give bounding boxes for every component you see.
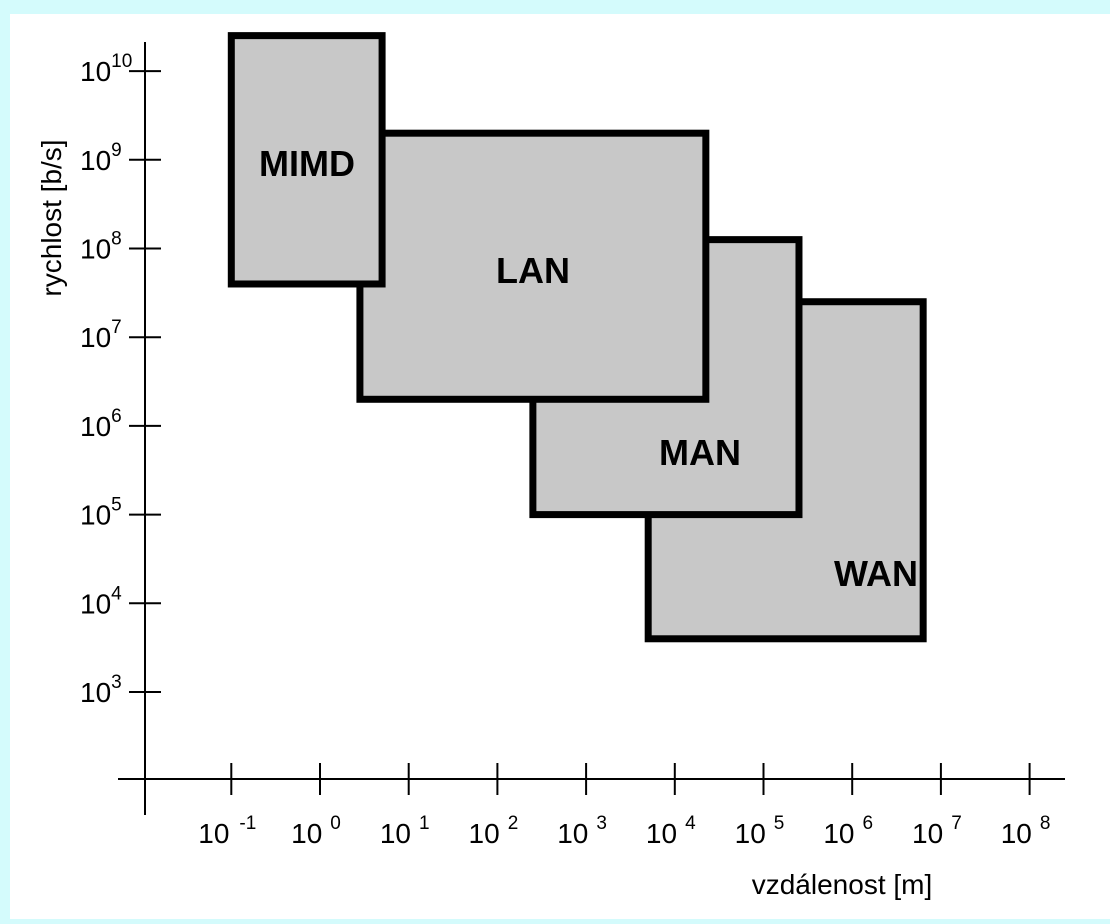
x-tick-label: 10 0: [291, 813, 341, 849]
y-tick-label: 109: [80, 140, 122, 176]
region-mimd-box: [227, 32, 386, 288]
x-tick-label: 10 4: [646, 813, 696, 849]
y-axis-label: rychlost [b/s]: [36, 139, 67, 296]
x-tick-label: 10 3: [557, 813, 607, 849]
y-tick-label: 1010: [80, 51, 132, 87]
ticks-layer: 10 -1 10 0 10 1 10 2 10 3 10 4 10 5 10 6 10 7 10 8 103 104 105…: [80, 51, 1050, 849]
x-tick-label: 10 6: [823, 813, 873, 849]
regions-layer: WAN MAN LAN MIMD: [227, 32, 927, 643]
y-tick-label: 106: [80, 406, 122, 442]
region-lan-box: [356, 129, 710, 403]
region-mimd-label: MIMD: [259, 143, 355, 184]
region-man-label: MAN: [659, 432, 741, 473]
y-tick-label: 107: [80, 317, 122, 353]
x-tick-label: 10 7: [912, 813, 962, 849]
y-tick-label: 104: [80, 583, 122, 619]
region-lan-label: LAN: [496, 250, 570, 291]
region-wan-label: WAN: [834, 553, 918, 594]
chart-panel: WAN MAN LAN MIMD 10 -1 10 0 10 1 10 2 10 3 10 4 10 5 10 6 1…: [10, 14, 1110, 919]
x-tick-label: 10 8: [1001, 813, 1051, 849]
y-tick-label: 105: [80, 495, 122, 531]
axes-layer: [118, 42, 1065, 815]
x-tick-label: 10 5: [735, 813, 785, 849]
x-tick-label: 10 -1: [198, 813, 256, 849]
y-tick-label: 108: [80, 229, 122, 265]
x-axis-label: vzdálenost [m]: [752, 869, 933, 900]
x-tick-label: 10 1: [380, 813, 430, 849]
y-tick-label: 103: [80, 672, 122, 708]
x-tick-label: 10 2: [469, 813, 519, 849]
